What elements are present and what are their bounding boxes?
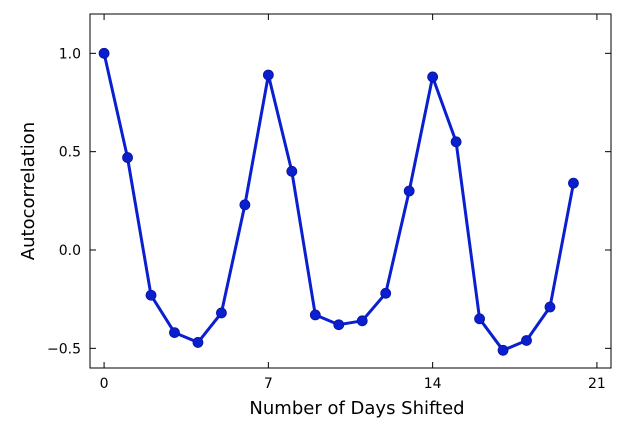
y-tick-label: 0.0	[59, 243, 81, 259]
data-point	[239, 199, 251, 211]
data-point	[544, 301, 556, 313]
data-point	[122, 152, 133, 163]
data-point	[286, 165, 298, 177]
data-point	[309, 309, 321, 321]
x-tick-label: 21	[588, 376, 606, 392]
x-tick-label: 14	[424, 376, 442, 392]
data-point	[98, 47, 110, 59]
y-tick-label: 1.0	[59, 46, 81, 62]
data-point	[450, 136, 462, 148]
data-point	[356, 315, 368, 327]
y-tick-label: 0.5	[59, 145, 81, 161]
data-point	[497, 344, 509, 356]
y-axis-label: Autocorrelation	[18, 122, 39, 260]
data-point	[521, 335, 532, 346]
data-point	[169, 327, 180, 339]
data-point	[216, 307, 227, 319]
x-tick-label: 0	[100, 376, 109, 392]
data-point	[262, 69, 274, 81]
data-point	[333, 319, 345, 331]
data-point	[474, 313, 485, 325]
series-layer	[98, 47, 579, 356]
data-point	[192, 337, 204, 348]
plot-area	[89, 13, 612, 369]
data-point	[568, 177, 579, 189]
y-tick-label: −0.5	[47, 341, 81, 357]
data-point	[145, 289, 157, 301]
x-axis-label: Number of Days Shifted	[249, 398, 464, 419]
data-point	[380, 287, 392, 299]
data-point	[403, 185, 415, 197]
data-point	[427, 71, 439, 83]
axis-ticks: 0 7 14 21 −0.5 0.0 0.5 1.0	[47, 14, 611, 392]
x-tick-label: 7	[264, 376, 273, 392]
